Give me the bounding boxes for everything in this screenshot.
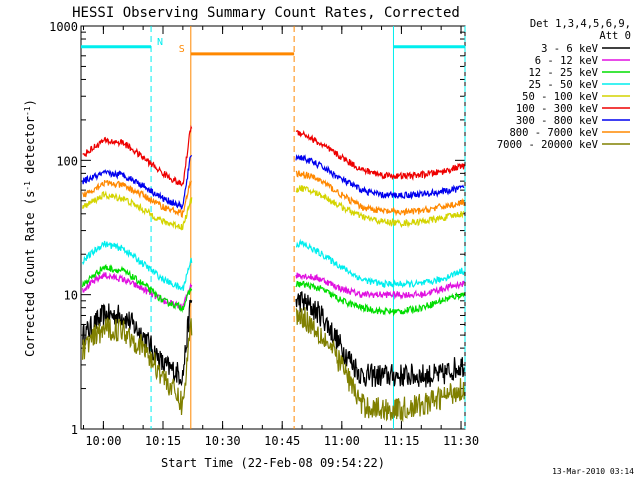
legend-label: 6 - 12 keV [535,55,599,67]
saa-label: S [179,44,185,55]
y-tick-label: 1 [71,423,78,437]
footer-timestamp: 13-Mar-2010 03:14 [552,467,634,476]
legend-label: 12 - 25 keV [528,67,598,79]
series-line-1-seg0 [82,272,193,311]
plot-frame [80,25,466,430]
series-line-3-seg1 [295,238,465,289]
series-line-8-seg1 [295,307,465,423]
series-line-3-seg0 [82,240,193,291]
legend-header-line1: Det 1,3,4,5,6,9, [530,18,631,30]
series-line-7-seg1 [295,170,465,217]
series-line-5-seg1 [295,129,465,182]
x-tick-label: 10:45 [264,434,300,448]
series-line-1-seg1 [295,272,465,300]
legend-label: 50 - 100 keV [522,91,599,103]
series-line-2-seg0 [82,263,193,313]
series-line-5-seg0 [82,124,193,187]
series-line-6-seg1 [295,153,465,200]
x-tick-label: 10:15 [145,434,181,448]
series-line-4-seg1 [295,184,465,229]
legend-header-line2: Att 0 [599,30,631,42]
series-line-7-seg0 [82,180,192,218]
legend-label: 3 - 6 keV [541,43,599,55]
series-line-2-seg1 [295,280,465,317]
x-tick-label: 11:00 [324,434,360,448]
x-tick-label: 11:15 [383,434,419,448]
x-tick-label: 11:30 [443,434,479,448]
series-line-0-seg0 [82,299,193,387]
legend-label: 25 - 50 keV [528,79,598,91]
series-line-6-seg0 [82,154,193,210]
series-line-4-seg0 [82,190,193,231]
chart-title: HESSI Observing Summary Count Rates, Cor… [72,5,460,21]
series-line-0-seg1 [295,291,465,388]
legend: Det 1,3,4,5,6,9, Att 0 [530,18,631,42]
y-tick-label: 10 [64,289,78,303]
x-tick-label: 10:00 [85,434,121,448]
night-label: N [157,37,163,48]
y-tick-label: 100 [56,154,78,168]
y-axis-label: Corrected Count Rate (s-1 detector-1) [23,99,37,357]
x-tick-label: 10:30 [205,434,241,448]
legend-label: 7000 - 20000 keV [497,139,599,151]
series-line-8-seg0 [82,317,193,416]
legend-label: 300 - 800 keV [516,115,599,127]
series-group [82,124,465,423]
y-tick-label: 1000 [49,20,78,34]
legend-label: 800 - 7000 keV [509,127,598,139]
legend-label: 100 - 300 keV [516,103,599,115]
x-axis-label: Start Time (22-Feb-08 09:54:22) [161,456,385,470]
